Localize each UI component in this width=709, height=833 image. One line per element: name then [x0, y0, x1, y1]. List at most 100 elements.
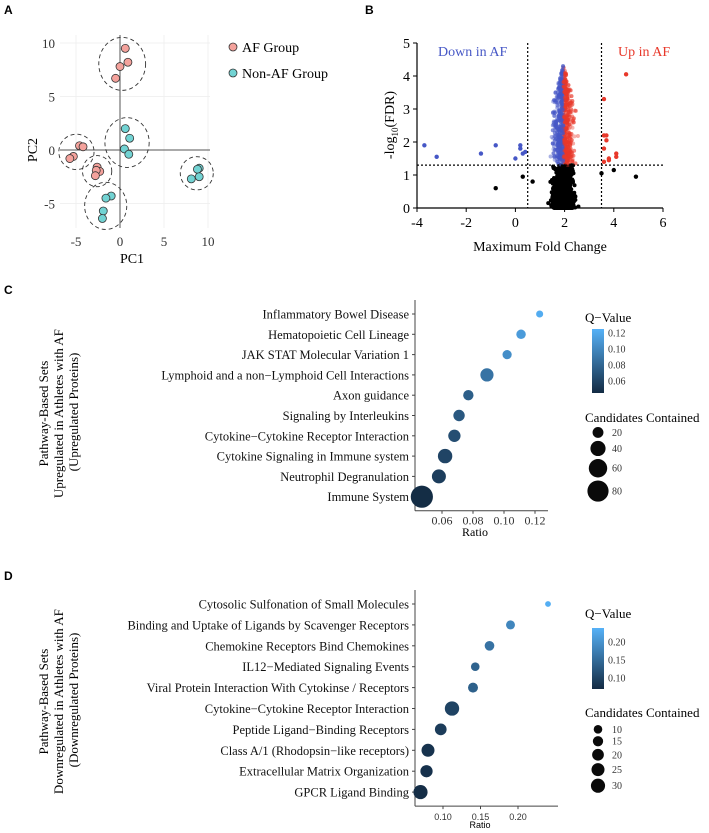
up-protein-point: [564, 102, 569, 107]
up-protein-point: [564, 87, 569, 92]
down-protein-point: [548, 154, 553, 159]
down-protein-point: [551, 147, 556, 152]
pca-x-tick-label: 5: [161, 234, 168, 249]
down-protein-point: [558, 119, 563, 124]
af-point: [90, 171, 100, 181]
panel-label-d: D: [4, 569, 13, 583]
down-protein-point: [560, 131, 565, 136]
down-protein-point: [552, 141, 557, 146]
c-q-tick-label: 0.12: [608, 329, 626, 340]
down-protein-point: [560, 127, 565, 132]
ns-protein-point: [550, 193, 555, 198]
up-protein-point: [567, 153, 572, 158]
d-pathway-label: GPCR Ligand Binding: [294, 786, 409, 800]
up-protein-point: [564, 72, 569, 77]
c-pathway-dot: [453, 409, 465, 422]
af-point: [65, 154, 75, 163]
volcano-y-tick-label: 0: [403, 202, 410, 217]
up-protein-point: [570, 119, 575, 124]
c-q-colorbar: [592, 329, 604, 393]
af-point: [120, 43, 130, 53]
up-protein-point: [561, 80, 566, 85]
down-protein-point: [553, 90, 558, 95]
c-x-label: Ratio: [462, 525, 488, 539]
panel-label-a: A: [4, 3, 13, 17]
up-protein-point: [563, 95, 568, 100]
up-protein-point: [567, 122, 572, 127]
ns-protein-point: [554, 188, 559, 193]
non-af-point: [101, 193, 111, 203]
down-protein-point: [559, 76, 564, 81]
d-pathway-dot: [434, 723, 447, 736]
down-protein-point: [551, 151, 556, 156]
down-protein-point: [549, 135, 554, 140]
non-af-point: [125, 133, 135, 143]
c-size-legend-label: 60: [612, 464, 622, 475]
ns-protein-point: [572, 190, 577, 195]
down-protein-point: [558, 119, 563, 124]
c-pathway-dot: [516, 329, 526, 340]
up-protein-point: [562, 115, 567, 120]
cluster-ellipse: [179, 156, 214, 191]
c-pathway-label: Signaling by Interleukins: [283, 409, 410, 423]
down-protein-point: [518, 146, 523, 151]
d-size-legend-label: 10: [612, 725, 622, 736]
volcano-y-tick-label: 3: [403, 103, 410, 118]
c-x-tick-label: 0.06: [432, 514, 453, 528]
up-protein-point: [562, 154, 567, 159]
up-protein-point: [569, 94, 574, 99]
c-size-legend-dot: [588, 459, 608, 478]
c-pathway-dot: [431, 469, 446, 484]
ns-protein-point: [599, 171, 604, 176]
c-pathway-dot: [410, 485, 433, 508]
pca-y-tick-label: 10: [42, 36, 55, 51]
down-protein-point: [552, 155, 557, 160]
d-size-legend-dot: [591, 763, 605, 777]
up-protein-point: [561, 84, 566, 89]
up-protein-point: [566, 151, 571, 156]
d-pathway-label: Cytosolic Sulfonation of Small Molecules: [199, 598, 410, 612]
c-pathway-label: Inflammatory Bowel Disease: [263, 308, 410, 322]
down-protein-point: [552, 113, 557, 118]
ns-protein-point: [567, 201, 572, 206]
d-pathway-dot: [420, 765, 433, 778]
d-size-legend-dot: [592, 748, 604, 761]
ns-protein-point: [549, 190, 554, 195]
d-x-tick-label: 0.20: [509, 812, 527, 822]
volcano-y-tick-label: 1: [403, 169, 410, 184]
panel-label-b: B: [365, 3, 374, 17]
down-protein-point: [558, 124, 563, 129]
ns-protein-point: [572, 205, 577, 210]
volcano-x-tick-label: 2: [561, 216, 568, 231]
pca-x-tick-label: -5: [71, 234, 82, 249]
up-protein-point: [569, 107, 574, 112]
ns-protein-point: [562, 176, 567, 181]
up-protein-point: [604, 138, 609, 143]
cluster-ellipse: [104, 117, 150, 168]
volcano-y-tick-label: 5: [403, 37, 410, 52]
down-protein-point: [552, 157, 557, 162]
ns-protein-point: [611, 167, 616, 173]
c-pathway-dot: [463, 390, 474, 401]
d-size-legend-dot: [590, 778, 606, 793]
volcano-x-label: Maximum Fold Change: [473, 240, 607, 255]
c-size-legend-dot: [587, 480, 609, 502]
ns-protein-point: [564, 194, 569, 199]
down-protein-point: [557, 154, 562, 159]
d-q-tick-label: 0.20: [608, 638, 626, 649]
up-protein-point: [566, 126, 571, 131]
legend-af-label: AF Group: [242, 41, 299, 56]
down-protein-point: [422, 143, 427, 148]
down-protein-point: [554, 125, 559, 130]
d-pathway-label: Peptide Ligand−Binding Receptors: [233, 723, 410, 737]
d-x-label: Ratio: [469, 820, 490, 830]
down-protein-point: [551, 110, 556, 115]
ns-protein-point: [569, 190, 574, 195]
down-protein-point: [558, 136, 563, 141]
non-af-point: [124, 149, 134, 159]
up-in-af-annotation: Up in AF: [618, 45, 670, 60]
up-protein-point: [601, 159, 607, 164]
up-protein-point: [568, 143, 573, 148]
d-pathway-label: IL12−Mediated Signaling Events: [242, 660, 409, 674]
ns-protein-point: [562, 188, 567, 193]
